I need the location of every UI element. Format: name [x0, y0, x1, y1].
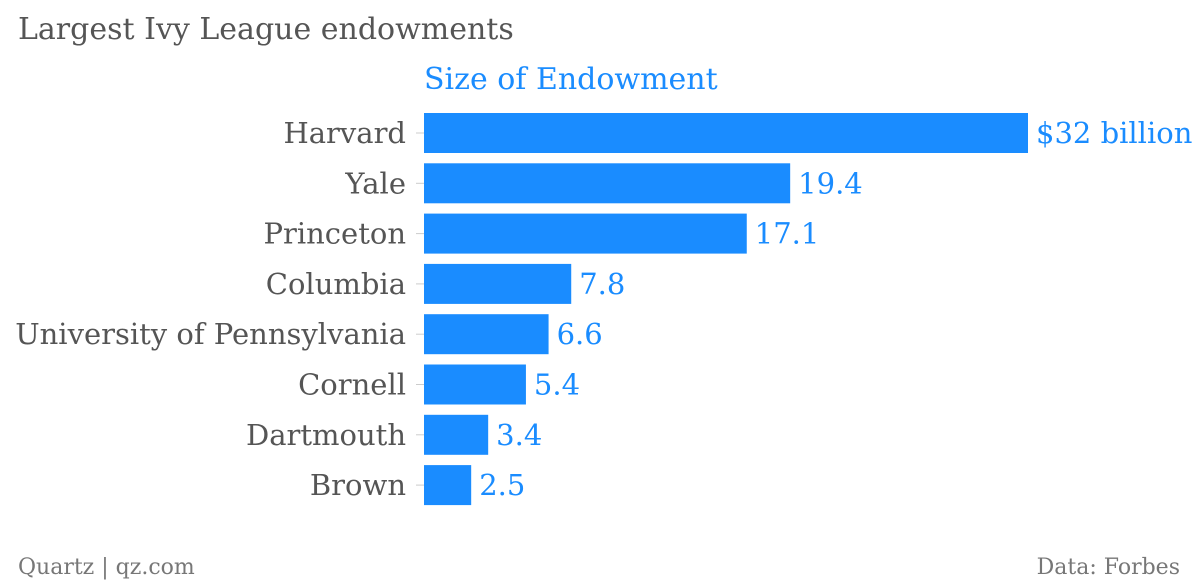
footer-credit: Quartz | qz.com	[18, 555, 195, 580]
value-label: 5.4	[534, 368, 580, 402]
category-label: Princeton	[263, 217, 406, 251]
series-title: Size of Endowment	[424, 62, 718, 97]
bar	[424, 314, 549, 355]
category-label: Harvard	[283, 116, 406, 150]
value-label: 2.5	[479, 468, 525, 502]
bar	[424, 465, 472, 506]
bar	[424, 113, 1028, 153]
value-label: 6.6	[557, 317, 603, 351]
value-label: 3.4	[496, 418, 542, 452]
value-label: 17.1	[755, 217, 820, 251]
category-label: Cornell	[298, 368, 406, 402]
value-label: $32 billion	[1036, 116, 1192, 150]
bar	[424, 213, 747, 254]
bar	[424, 414, 489, 455]
category-label: Columbia	[266, 267, 406, 301]
value-label: 7.8	[579, 267, 625, 301]
footer-source: Data: Forbes	[1036, 555, 1180, 580]
category-label: Dartmouth	[246, 418, 406, 452]
bar	[424, 263, 572, 304]
category-label: Brown	[310, 468, 406, 502]
category-label: Yale	[344, 166, 406, 200]
bar	[424, 364, 526, 405]
value-label: 19.4	[798, 166, 863, 200]
bar	[424, 163, 791, 204]
chart-title: Largest Ivy League endowments	[18, 12, 514, 47]
category-label: University of Pennsylvania	[15, 317, 406, 351]
